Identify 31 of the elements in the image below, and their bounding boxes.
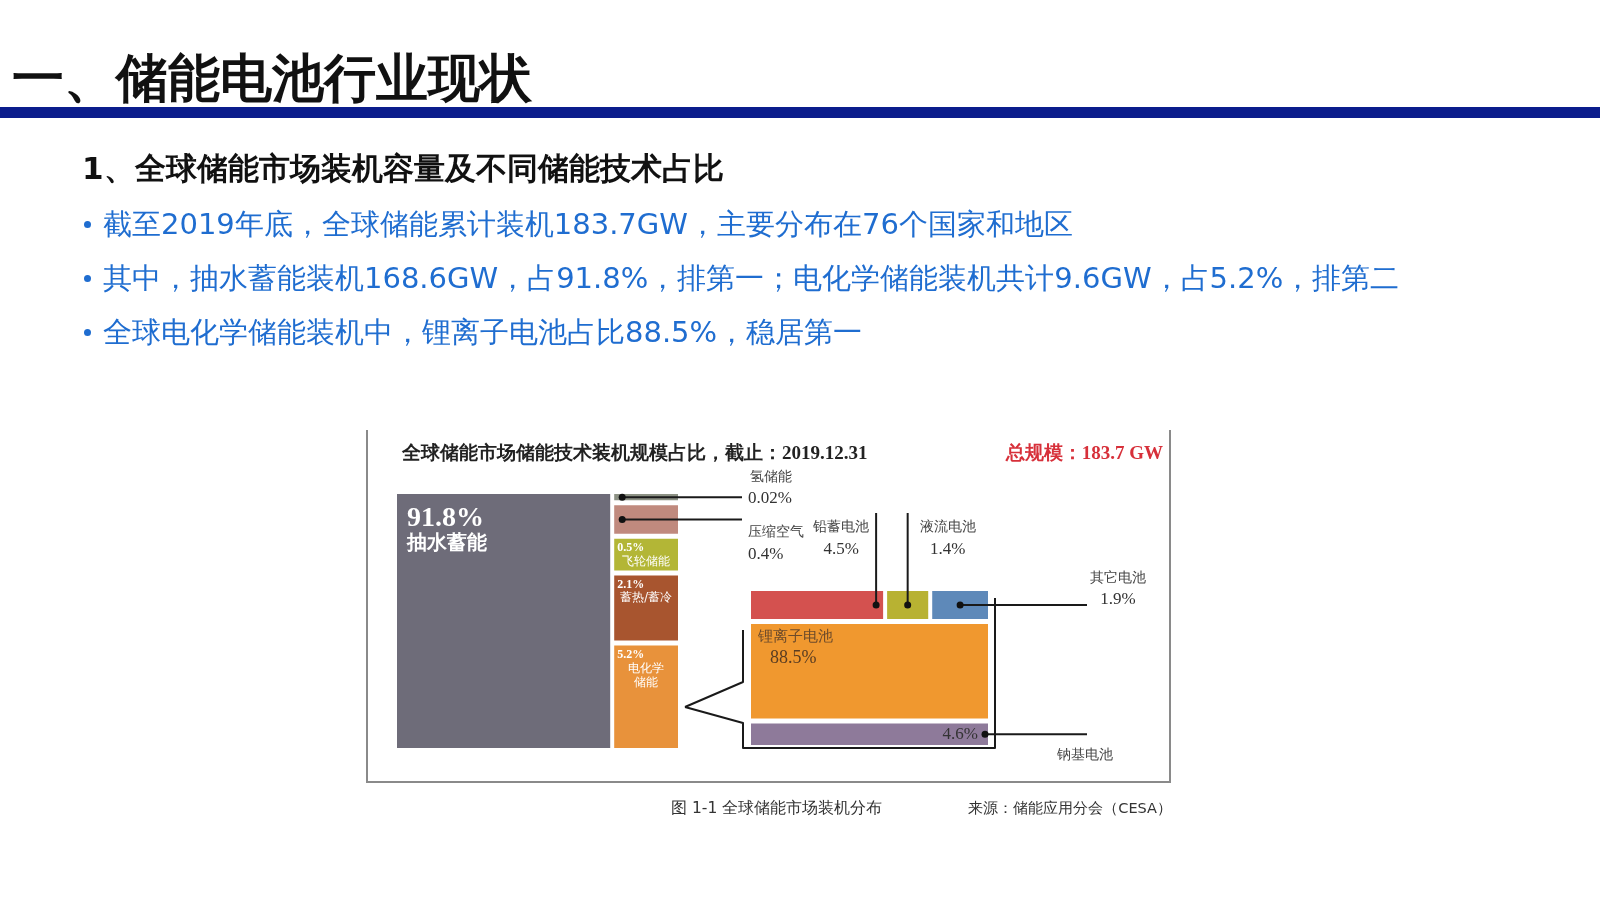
text: 截至2019年底，全球储能累计装机183.7GW，主要分布在76个国家和地区: [103, 206, 1073, 243]
category-label: 锂离子电池: [757, 626, 833, 645]
text: 1、全球储能市场装机容量及不同储能技术占比: [82, 149, 724, 188]
category-label: 铅蓄电池: [812, 517, 870, 534]
data-label: 88.5%: [770, 646, 817, 667]
data-label: 4.5%: [823, 539, 859, 559]
data-label: 1.9%: [1100, 589, 1136, 609]
data-label: 0.5%: [617, 539, 645, 554]
category-label: 抽水蓄能: [406, 530, 487, 555]
text: 总规模：183.7 GW: [1005, 440, 1163, 465]
category-label: 氢储能: [750, 467, 792, 484]
text: 一、储能电池行业现状: [12, 47, 532, 110]
data-label: 0.02%: [748, 487, 792, 507]
category-label: 蓄热/蓄冷: [620, 590, 673, 605]
category-label: 其它电池: [1090, 568, 1146, 585]
source-note: 来源：储能应用分会（CESA）: [968, 798, 1172, 818]
data-label: 2.1%: [617, 576, 645, 591]
data-label: 5.2%: [617, 646, 645, 661]
data-label: 1.4%: [929, 539, 966, 559]
category-label: 飞轮储能: [622, 553, 671, 568]
caption: 图 1-1 全球储能市场装机分布: [671, 798, 883, 818]
data-label: 91.8%: [407, 501, 484, 533]
category-label: 液流电池: [919, 517, 976, 534]
category-label: 电化学储能: [628, 660, 665, 689]
category-label: 钠基电池: [1056, 745, 1113, 762]
data-label: 4.6%: [942, 723, 978, 743]
text: 全球电化学储能装机中，锂离子电池占比88.5%，稳居第一: [103, 314, 863, 351]
text: 全球储能市场储能技术装机规模占比，截止：2019.12.31: [402, 440, 868, 465]
data-label: 0.4%: [748, 544, 784, 564]
category-label: 压缩空气: [748, 523, 804, 540]
text: 其中，抽水蓄能装机168.6GW，占91.8%，排第一；电化学储能装机共计9.6GW，占5.2%，排第二: [103, 260, 1400, 297]
